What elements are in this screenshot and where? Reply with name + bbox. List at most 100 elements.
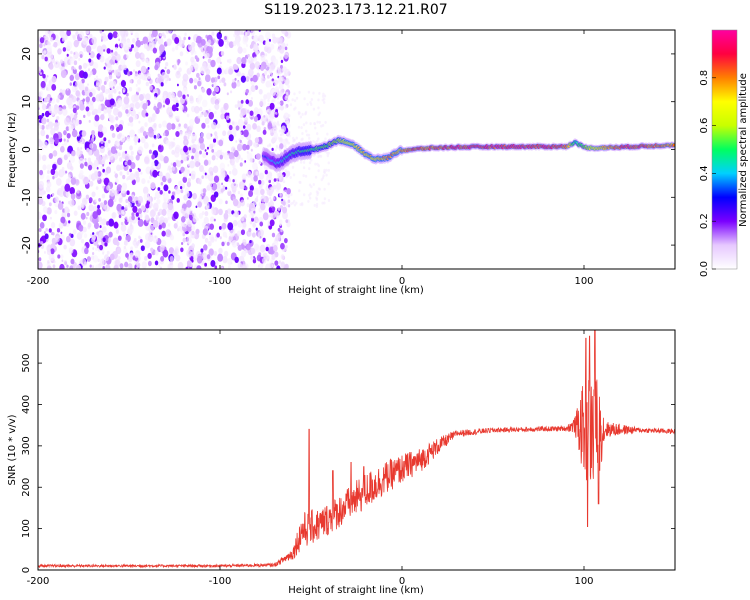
noise-speckle [153, 159, 159, 167]
noise-speckle [52, 122, 55, 126]
noise-speckle [210, 260, 216, 268]
noise-speckle [300, 126, 303, 130]
noise-speckle [314, 162, 317, 166]
noise-speckle [301, 132, 304, 136]
noise-speckle [323, 100, 326, 104]
noise-speckle [318, 120, 321, 124]
noise-speckle [250, 116, 253, 120]
noise-speckle [92, 205, 98, 213]
noise-speckle [106, 48, 111, 54]
noise-speckle [182, 222, 186, 228]
noise-speckle [277, 185, 280, 189]
noise-speckle [109, 153, 114, 161]
noise-speckle [252, 122, 257, 130]
noise-speckle [116, 241, 120, 246]
noise-speckle [68, 247, 74, 254]
noise-speckle [278, 94, 282, 98]
noise-speckle [276, 37, 283, 45]
noise-speckle [194, 55, 198, 60]
noise-speckle [252, 222, 257, 228]
noise-speckle [225, 186, 228, 190]
noise-speckle [222, 130, 227, 137]
noise-speckle [249, 44, 254, 49]
noise-speckle [106, 184, 111, 191]
noise-speckle [308, 196, 312, 200]
noise-speckle [241, 250, 247, 258]
noise-speckle [309, 122, 312, 126]
noise-speckle [143, 192, 150, 201]
noise-speckle [195, 205, 198, 209]
noise-speckle [317, 98, 320, 102]
noise-speckle [213, 218, 216, 222]
noise-speckle [277, 76, 283, 85]
noise-speckle [211, 154, 216, 161]
noise-speckle [250, 207, 256, 216]
noise-speckle [232, 40, 237, 47]
noise-speckle [139, 238, 143, 243]
noise-speckle [107, 32, 113, 40]
colorbar-label: Normalized spectral amplitude [738, 73, 749, 227]
noise-speckle [195, 160, 200, 168]
noise-speckle [114, 195, 118, 200]
noise-speckle [144, 122, 148, 128]
x-tick-label: -100 [209, 276, 232, 287]
noise-speckle [199, 195, 202, 199]
noise-speckle [304, 110, 308, 114]
noise-speckle [70, 50, 73, 55]
noise-speckle [107, 139, 111, 144]
noise-speckle [272, 36, 278, 44]
noise-speckle [45, 227, 49, 232]
noise-speckle [264, 169, 268, 175]
noise-speckle [180, 247, 184, 253]
noise-speckle [216, 67, 222, 75]
noise-speckle [266, 109, 270, 113]
noise-speckle [51, 75, 57, 83]
noise-speckle [129, 168, 133, 173]
x-tick-label: 100 [574, 576, 593, 587]
noise-speckle [202, 188, 207, 194]
noise-speckle [185, 266, 189, 269]
noise-speckle [66, 132, 71, 139]
noise-speckle [108, 112, 111, 117]
noise-speckle [270, 43, 275, 50]
noise-speckle [105, 166, 112, 174]
noise-speckle [159, 244, 165, 252]
noise-speckle [259, 262, 264, 269]
noise-speckle [255, 50, 259, 56]
noise-speckle [45, 96, 50, 102]
noise-speckle [253, 141, 259, 149]
noise-speckle [280, 254, 285, 260]
noise-speckle [38, 227, 42, 233]
noise-speckle [137, 195, 144, 204]
noise-speckle [322, 97, 326, 101]
noise-speckle [102, 185, 105, 189]
noise-speckle [93, 77, 97, 82]
noise-speckle [212, 91, 216, 97]
noise-speckle [102, 168, 106, 173]
noise-speckle [75, 105, 80, 111]
noise-speckle [108, 74, 113, 80]
noise-speckle [268, 38, 271, 42]
noise-speckle [197, 80, 202, 87]
noise-speckle [282, 201, 286, 206]
noise-speckle [74, 86, 78, 91]
noise-speckle [221, 241, 225, 247]
noise-speckle [76, 147, 80, 151]
noise-speckle [277, 207, 281, 212]
noise-speckle [176, 160, 182, 168]
noise-speckle [177, 59, 181, 64]
noise-speckle [120, 186, 127, 194]
noise-speckle [81, 130, 87, 137]
noise-speckle [83, 47, 87, 52]
noise-speckle [125, 204, 128, 209]
noise-speckle [134, 252, 139, 258]
noise-speckle [162, 201, 169, 210]
noise-speckle [119, 171, 123, 176]
noise-speckle [288, 134, 291, 138]
noise-speckle [66, 152, 71, 158]
noise-speckle [277, 136, 280, 140]
noise-speckle [151, 143, 155, 148]
noise-speckle [45, 134, 49, 139]
noise-speckle [279, 148, 282, 152]
noise-speckle [207, 58, 212, 64]
